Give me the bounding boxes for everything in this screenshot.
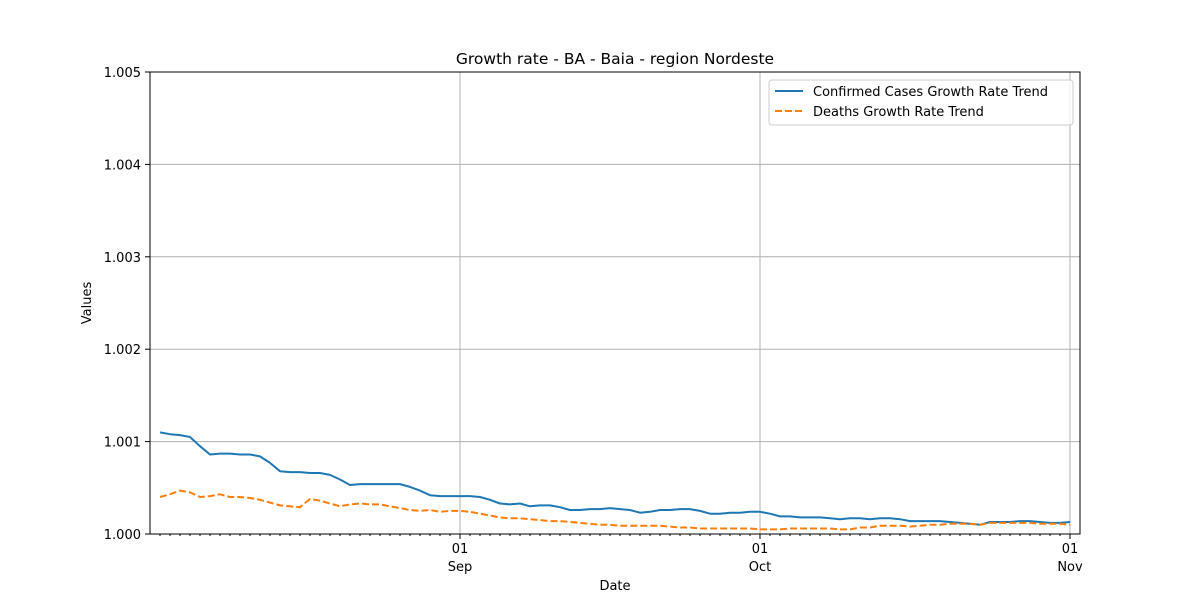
x-tick-month-label: Oct bbox=[749, 560, 771, 575]
series-line-deaths bbox=[159, 489, 1071, 531]
x-tick-day-label: 01 bbox=[452, 542, 469, 557]
plot-frame bbox=[149, 71, 1081, 535]
chart-title: Growth rate - BA - Baia - region Nordest… bbox=[456, 50, 774, 68]
series-line-confirmed-cases bbox=[159, 431, 1071, 526]
y-tick-label: 1.002 bbox=[104, 343, 141, 358]
legend: Confirmed Cases Growth Rate Trend Deaths… bbox=[768, 79, 1074, 126]
x-tick-month-label: Nov bbox=[1057, 560, 1083, 575]
series-lines bbox=[159, 431, 1071, 531]
axes: 1.000 1.001 1.002 1.003 1.004 1.005 01 Sep 01 Oct… bbox=[104, 66, 1083, 575]
y-tick-label: 1.001 bbox=[104, 436, 141, 451]
x-tick-month-label: Sep bbox=[448, 560, 473, 575]
y-tick-label: 1.004 bbox=[104, 158, 141, 173]
y-tick-label: 1.005 bbox=[104, 66, 141, 81]
x-tick-day-label: 01 bbox=[1062, 542, 1079, 557]
x-axis-label: Date bbox=[599, 579, 630, 594]
y-axis-label: Values bbox=[80, 282, 95, 325]
legend-label-deaths: Deaths Growth Rate Trend bbox=[813, 105, 984, 120]
legend-label-confirmed: Confirmed Cases Growth Rate Trend bbox=[813, 85, 1048, 100]
x-tick-day-label: 01 bbox=[752, 542, 769, 557]
legend-box bbox=[768, 79, 1074, 126]
y-tick-label: 1.000 bbox=[104, 528, 141, 543]
y-tick-label: 1.003 bbox=[104, 251, 141, 266]
